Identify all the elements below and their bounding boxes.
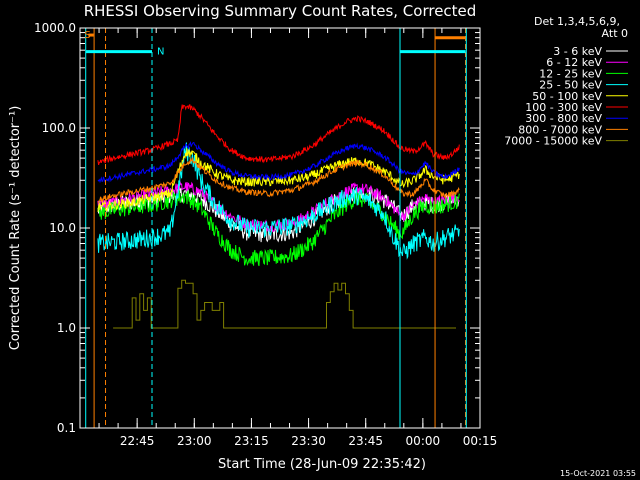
legend-label: 300 - 800 keV (525, 112, 602, 125)
legend-label: 12 - 25 keV (539, 67, 602, 80)
legend-header-line-2: Att 0 (602, 27, 628, 40)
legend-label: 100 - 300 keV (525, 101, 602, 114)
legend-label: 3 - 6 keV (553, 45, 602, 58)
timestamp: 15-Oct-2021 03:55 (560, 469, 636, 478)
flag-bar-label: S (84, 30, 90, 41)
x-tick-label: 00:15 (463, 434, 498, 448)
series-line-300-800-kev (97, 141, 460, 184)
legend-label: 50 - 100 keV (532, 90, 602, 103)
x-tick-label: 22:45 (120, 434, 155, 448)
y-tick-label: 1000.0 (34, 21, 76, 35)
legend-label: 7000 - 15000 keV (504, 135, 602, 148)
series-line-800-7000-kev (97, 157, 460, 204)
legend-label: 800 - 7000 keV (518, 123, 602, 136)
y-tick-label: 100.0 (42, 121, 76, 135)
legend-header-line-1: Det 1,3,4,5,6,9, (534, 15, 620, 28)
series-line-100-300-kev (97, 103, 460, 166)
x-tick-label: 23:00 (177, 434, 212, 448)
flag-bar-label: N (157, 47, 164, 58)
y-tick-label: 0.1 (57, 421, 76, 435)
series-line-50-100-kev (97, 148, 460, 212)
y-tick-label: 10.0 (49, 221, 76, 235)
x-tick-label: 00:00 (406, 434, 441, 448)
x-tick-label: 23:30 (291, 434, 326, 448)
legend-label: 25 - 50 keV (539, 79, 602, 92)
series-line-7000-15000-kev (113, 279, 456, 329)
chart-title: RHESSI Observing Summary Count Rates, Co… (84, 2, 477, 20)
series-line-12-25-kev (97, 190, 460, 267)
y-tick-label: 1.0 (57, 321, 76, 335)
x-tick-label: 23:45 (348, 434, 383, 448)
plot-area: S N 0.1 1.0 10.0 100.0 1000.0 22:45 23:00 23:15 23… (34, 21, 497, 448)
x-axis-label: Start Time (28-Jun-09 22:35:42) (218, 457, 426, 472)
series-line-25-50-kev (97, 142, 460, 260)
x-tick-label: 23:15 (234, 434, 269, 448)
y-axis-label: Corrected Count Rate (s⁻¹ detector⁻¹) (8, 106, 23, 351)
legend-label: 6 - 12 keV (546, 56, 602, 69)
